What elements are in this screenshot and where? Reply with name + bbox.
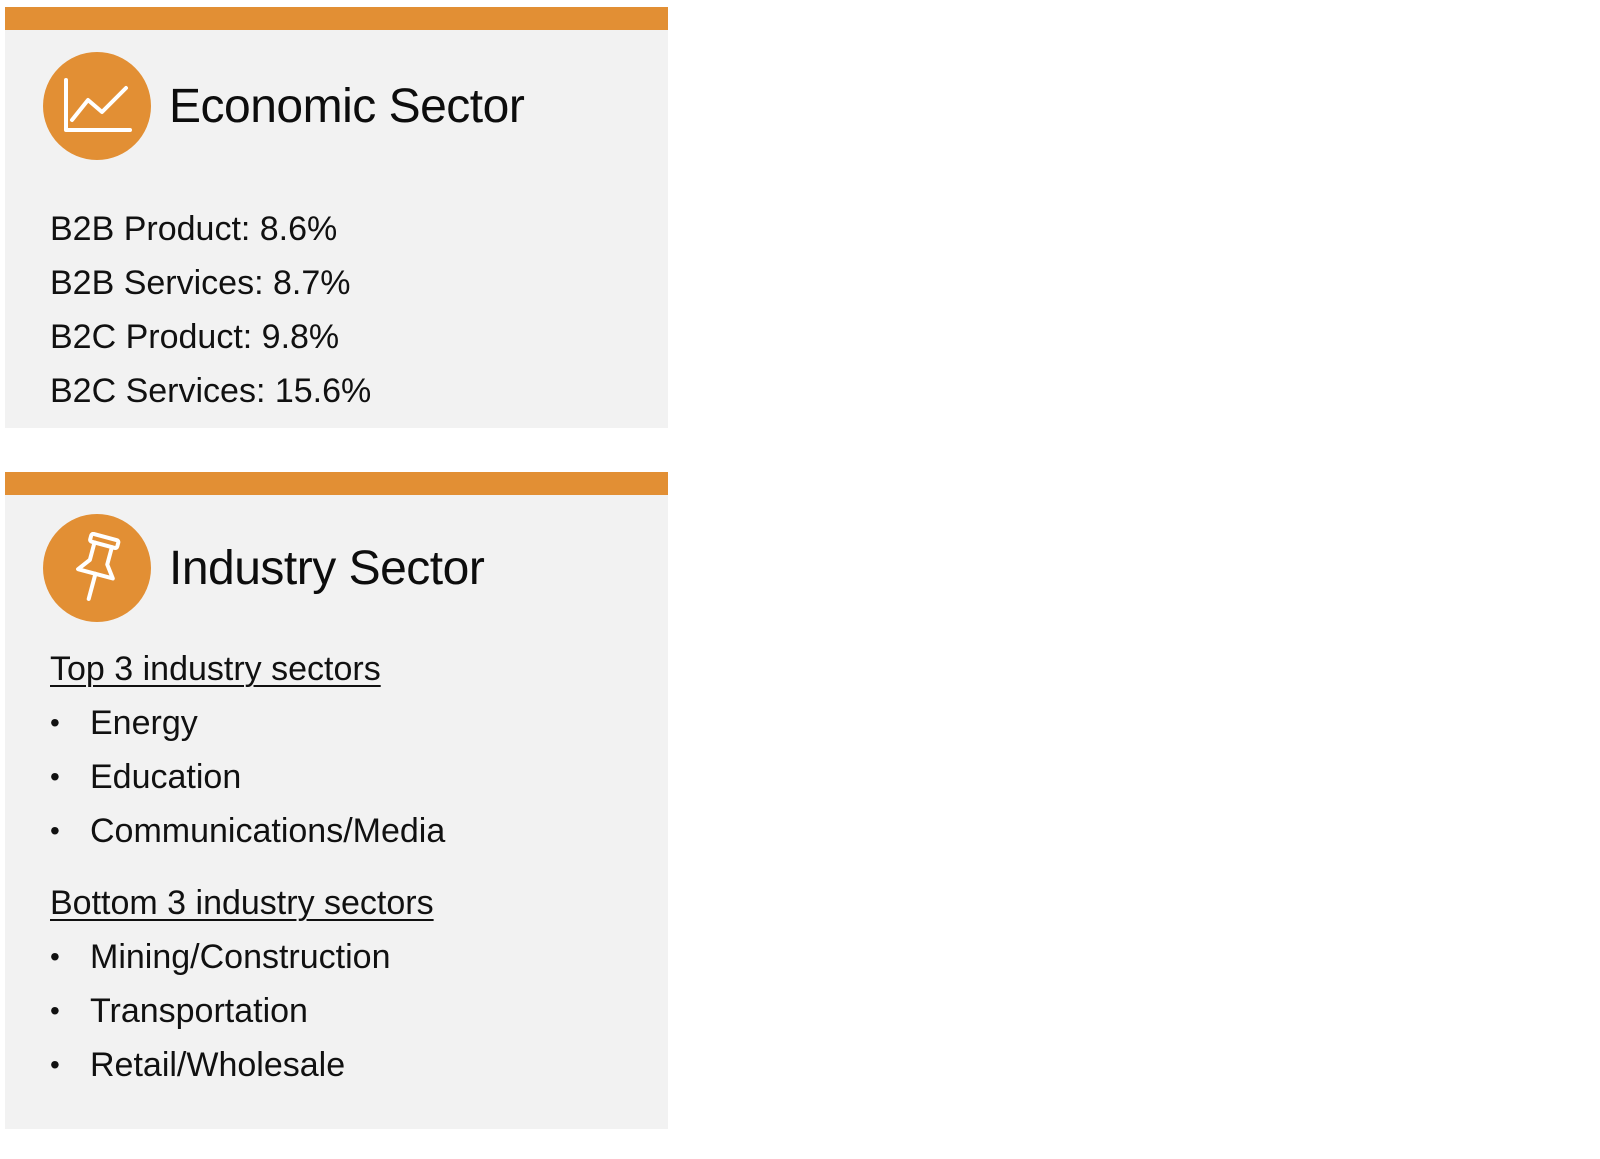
list-item-label: Retail/Wholesale: [90, 1046, 346, 1084]
bullet-icon: •: [50, 941, 60, 972]
bullet-icon: •: [50, 815, 60, 846]
card-header: Industry Sector: [43, 514, 485, 622]
stat-item: B2C Product: 9.8%: [50, 318, 340, 356]
industry-body: Top 3 industry sectors • Energy • Educatio…: [50, 642, 650, 1092]
list-item-label: Mining/Construction: [90, 938, 391, 976]
industry-sector-card: Industry Sector Top 3 industry sectors •…: [5, 472, 668, 1129]
list-item: • Transportation: [50, 984, 650, 1038]
top-sectors-heading: Top 3 industry sectors: [50, 650, 381, 688]
list-item: • Retail/Wholesale: [50, 1038, 650, 1092]
list-item-label: Energy: [90, 704, 198, 742]
list-item-label: Transportation: [90, 992, 308, 1030]
bullet-icon: •: [50, 761, 60, 792]
stat-item: B2B Product: 8.6%: [50, 210, 338, 248]
list-item: • Education: [50, 750, 650, 804]
bottom-sectors-heading: Bottom 3 industry sectors: [50, 884, 434, 922]
card-title: Economic Sector: [169, 79, 525, 133]
pushpin-icon: [43, 514, 151, 622]
bullet-icon: •: [50, 1049, 60, 1080]
list-item-label: Education: [90, 758, 242, 796]
economic-stat-list: B2B Product: 8.6% B2B Services: 8.7% B2C…: [50, 202, 371, 418]
list-item: • Communications/Media: [50, 804, 650, 858]
bottom-sectors-list: • Mining/Construction • Transportation • Re…: [50, 930, 650, 1092]
top-sectors-list: • Energy • Education • Communications/Media: [50, 696, 650, 858]
line-chart-icon: [43, 52, 151, 160]
list-item: • Energy: [50, 696, 650, 750]
stat-item: B2C Services: 15.6%: [50, 372, 372, 410]
bullet-icon: •: [50, 707, 60, 738]
card-title: Industry Sector: [169, 541, 485, 595]
stat-item: B2B Services: 8.7%: [50, 264, 351, 302]
bullet-icon: •: [50, 995, 60, 1026]
card-header: Economic Sector: [43, 52, 525, 160]
list-item: • Mining/Construction: [50, 930, 650, 984]
economic-sector-card: Economic Sector B2B Product: 8.6% B2B Se…: [5, 7, 668, 428]
list-item-label: Communications/Media: [90, 812, 446, 850]
card-accent-bar: [5, 472, 668, 495]
card-accent-bar: [5, 7, 668, 30]
